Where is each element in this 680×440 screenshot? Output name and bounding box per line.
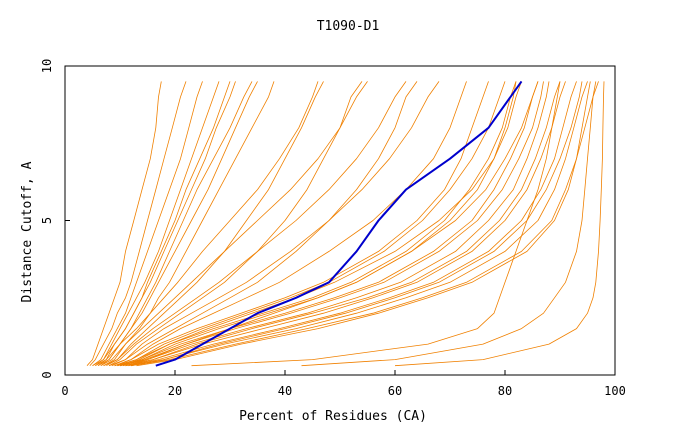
series-line-18 [125,81,577,367]
series-line-28 [119,81,517,367]
series-line-36 [95,81,319,367]
series-layer [86,80,605,367]
series-line-9 [97,81,253,367]
series-line-35 [100,81,368,367]
series-line-8 [92,81,231,367]
x-tick-label-20: 20 [168,384,182,398]
series-line-25 [130,81,583,367]
highlighted-series-line [155,80,523,367]
x-tick-label-0: 0 [61,384,68,398]
series-line-34 [103,81,407,367]
series-line-2 [89,81,187,366]
series-line-30 [301,81,597,367]
series-line-19 [128,81,588,367]
series-line-31 [394,81,605,367]
series-line-11 [108,81,418,367]
series-line-4 [95,81,220,367]
series-line-3 [92,81,203,367]
series-line-29 [191,81,561,367]
series-line-16 [119,81,550,367]
chart-title: T1090-D1 [317,19,380,34]
series-line-26 [111,81,440,367]
axis-layer: 0 20 40 60 80 100 0 5 10 [40,59,626,398]
x-tick-label-80: 80 [498,384,512,398]
x-axis-label: Percent of Residues (CA) [239,409,427,424]
x-tick-label-40: 40 [278,384,292,398]
series-line-10 [106,81,324,367]
series-line-32 [136,81,591,367]
series-line-12 [108,81,363,367]
series-line-17 [122,81,566,367]
series-line-33 [125,81,539,367]
series-line-1 [86,81,162,366]
series-line-24 [125,81,561,367]
y-tick-label-0: 0 [40,371,54,378]
y-tick-label-5: 5 [40,217,54,224]
x-tick-label-100: 100 [604,384,626,398]
y-axis-label: Distance Cutoff, A [20,161,35,302]
series-line-20 [130,81,599,367]
x-tick-label-60: 60 [388,384,402,398]
series-line-21 [114,81,506,367]
series-line-13 [114,81,489,367]
series-line-15 [119,81,539,367]
y-tick-label-10: 10 [40,59,54,73]
series-line-6 [100,81,258,367]
series-line-27 [114,81,467,367]
